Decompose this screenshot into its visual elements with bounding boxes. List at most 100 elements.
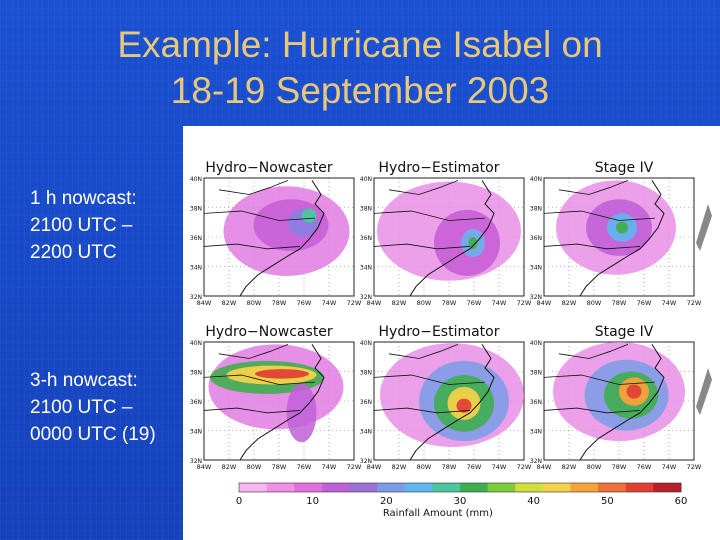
- lon-tick-label: 82W: [222, 299, 237, 307]
- caption-line: 0000 UTC (19): [30, 424, 156, 445]
- rainfall-figure: Hydro−Nowcaster 40N 38N 36N 34N 32N 84W 82W 80W 7…: [183, 126, 720, 540]
- lon-tick-label: 82W: [562, 463, 577, 471]
- lon-tick-label: 76W: [467, 463, 482, 471]
- lon-tick-label: 84W: [197, 299, 212, 307]
- lon-tick-label: 78W: [442, 463, 457, 471]
- lat-tick-label: 36N: [530, 235, 542, 242]
- lat-tick-label: 32N: [360, 458, 372, 465]
- panel-title: Stage IV: [595, 160, 654, 176]
- lon-tick-label: 74W: [492, 463, 507, 471]
- lat-tick-label: 34N: [190, 265, 202, 272]
- colorbar-swatch: [321, 483, 350, 492]
- state-border: [543, 407, 641, 414]
- lon-tick-label: 76W: [637, 463, 652, 471]
- colorbar-tick-label: 30: [454, 496, 467, 507]
- colorbar-swatch: [294, 483, 323, 492]
- lon-tick-label: 80W: [417, 299, 432, 307]
- lat-tick-label: 40N: [530, 176, 542, 183]
- lon-tick-label: 78W: [272, 299, 287, 307]
- lon-tick-label: 74W: [662, 463, 677, 471]
- lat-tick-label: 38N: [530, 370, 542, 377]
- colorbar-swatch: [598, 483, 627, 492]
- colorbar: 0 10 20 30 40 50 60 Rainfall Amount (mm): [236, 482, 688, 519]
- state-border: [203, 374, 316, 385]
- state-border: [543, 243, 641, 250]
- state-border: [373, 407, 471, 414]
- lat-tick-label: 34N: [530, 429, 542, 436]
- lon-tick-label: 72W: [517, 463, 532, 471]
- coastline: [409, 180, 495, 297]
- lat-tick-label: 38N: [190, 206, 202, 213]
- lon-tick-label: 76W: [637, 299, 652, 307]
- lat-tick-label: 36N: [190, 399, 202, 406]
- caption-1h-nowcast: 1 h nowcast: 2100 UTC – 2200 UTC: [30, 185, 137, 266]
- coastline: [579, 180, 665, 297]
- lat-tick-label: 34N: [360, 429, 372, 436]
- colorbar-swatch: [515, 483, 544, 492]
- panel-title: Hydro−Nowcaster: [205, 160, 333, 176]
- lat-tick-label: 38N: [360, 206, 372, 213]
- lon-tick-label: 80W: [247, 463, 262, 471]
- lon-tick-label: 78W: [612, 463, 627, 471]
- panel-title: Stage IV: [595, 324, 654, 340]
- colorbar-tick-label: 40: [527, 496, 540, 507]
- colorbar-tick-label: 20: [380, 496, 393, 507]
- lon-tick-label: 82W: [392, 463, 407, 471]
- lat-tick-label: 40N: [190, 340, 202, 347]
- lon-tick-label: 78W: [612, 299, 627, 307]
- colorbar-swatch: [570, 483, 599, 492]
- lon-tick-label: 74W: [662, 299, 677, 307]
- lon-tick-label: 72W: [687, 463, 702, 471]
- lat-tick-label: 34N: [360, 265, 372, 272]
- colorbar-swatch: [377, 483, 406, 492]
- lon-tick-label: 82W: [222, 463, 237, 471]
- lon-tick-label: 78W: [442, 299, 457, 307]
- caption-3h-nowcast: 3-h nowcast: 2100 UTC – 0000 UTC (19): [30, 367, 156, 448]
- slide-title: Example: Hurricane Isabel on 18-19 Septe…: [0, 22, 720, 114]
- state-border: [388, 343, 459, 359]
- state-border: [373, 243, 471, 250]
- coastline: [579, 344, 665, 461]
- lat-tick-label: 38N: [190, 370, 202, 377]
- state-border: [558, 179, 629, 195]
- caption-line: 1 h nowcast:: [30, 188, 137, 209]
- rainfall-area: [301, 208, 317, 223]
- lon-tick-label: 80W: [417, 463, 432, 471]
- state-border: [203, 243, 301, 250]
- state-border: [218, 179, 289, 195]
- colorbar-tick-label: 10: [306, 496, 319, 507]
- title-line-2: 18-19 September 2003: [170, 70, 550, 111]
- caption-line: 2100 UTC –: [30, 215, 133, 236]
- lat-tick-label: 34N: [190, 429, 202, 436]
- colorbar-swatch: [266, 483, 295, 492]
- lat-tick-label: 40N: [530, 340, 542, 347]
- lon-tick-label: 84W: [197, 463, 212, 471]
- lon-tick-label: 72W: [517, 299, 532, 307]
- colorbar-swatch: [487, 483, 516, 492]
- missing-data-mask: [696, 203, 712, 252]
- lat-tick-label: 36N: [530, 399, 542, 406]
- lat-tick-label: 38N: [360, 370, 372, 377]
- state-border: [388, 179, 459, 195]
- rainfall-area: [456, 398, 472, 413]
- state-border: [203, 407, 301, 414]
- colorbar-swatch: [404, 483, 433, 492]
- colorbar-swatch: [625, 483, 654, 492]
- colorbar-swatch: [653, 483, 682, 492]
- panel-title: Hydro−Estimator: [379, 160, 500, 176]
- lon-tick-label: 82W: [392, 299, 407, 307]
- colorbar-tick-label: 60: [675, 496, 688, 507]
- state-border: [373, 374, 486, 385]
- state-border: [203, 210, 316, 221]
- panel-title: Hydro−Nowcaster: [205, 324, 333, 340]
- state-border: [373, 210, 486, 221]
- lon-tick-label: 76W: [297, 463, 312, 471]
- colorbar-tick-label: 50: [601, 496, 614, 507]
- lon-tick-label: 72W: [347, 299, 362, 307]
